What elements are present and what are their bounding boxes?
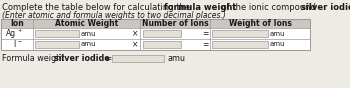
Text: of the ionic compound: of the ionic compound — [219, 3, 318, 12]
Bar — [1, 19, 310, 50]
Bar — [112, 54, 164, 62]
Text: ×: × — [132, 40, 138, 49]
Text: =: = — [103, 54, 112, 63]
Text: Weight of Ions: Weight of Ions — [229, 19, 292, 28]
Text: Ion: Ion — [10, 19, 24, 28]
Text: formula weight: formula weight — [164, 3, 237, 12]
Bar — [212, 41, 268, 48]
Text: silver iodide: silver iodide — [54, 54, 110, 63]
Text: =: = — [202, 29, 208, 38]
Text: silver iodide: silver iodide — [301, 3, 350, 12]
Text: amu: amu — [80, 42, 96, 48]
Text: Complete the table below for calculating the: Complete the table below for calculating… — [2, 3, 193, 12]
Text: I: I — [14, 40, 16, 49]
Text: Number of Ions: Number of Ions — [142, 19, 208, 28]
Bar — [212, 30, 268, 37]
Bar — [35, 30, 79, 37]
Text: +: + — [17, 29, 21, 34]
Bar — [35, 41, 79, 48]
Text: (Enter atomic and formula weights to two decimal places.): (Enter atomic and formula weights to two… — [2, 11, 226, 20]
Text: amu: amu — [80, 31, 96, 37]
Text: amu: amu — [270, 31, 285, 37]
Text: −: − — [17, 40, 21, 45]
Text: ×: × — [132, 29, 138, 38]
Text: amu: amu — [167, 54, 185, 63]
Text: =: = — [202, 40, 208, 49]
Bar — [143, 30, 181, 37]
Text: Atomic Weight: Atomic Weight — [55, 19, 118, 28]
Text: Formula weight: Formula weight — [2, 54, 67, 63]
Bar — [143, 41, 181, 48]
Text: Ag: Ag — [6, 29, 16, 38]
Text: amu: amu — [270, 42, 285, 48]
